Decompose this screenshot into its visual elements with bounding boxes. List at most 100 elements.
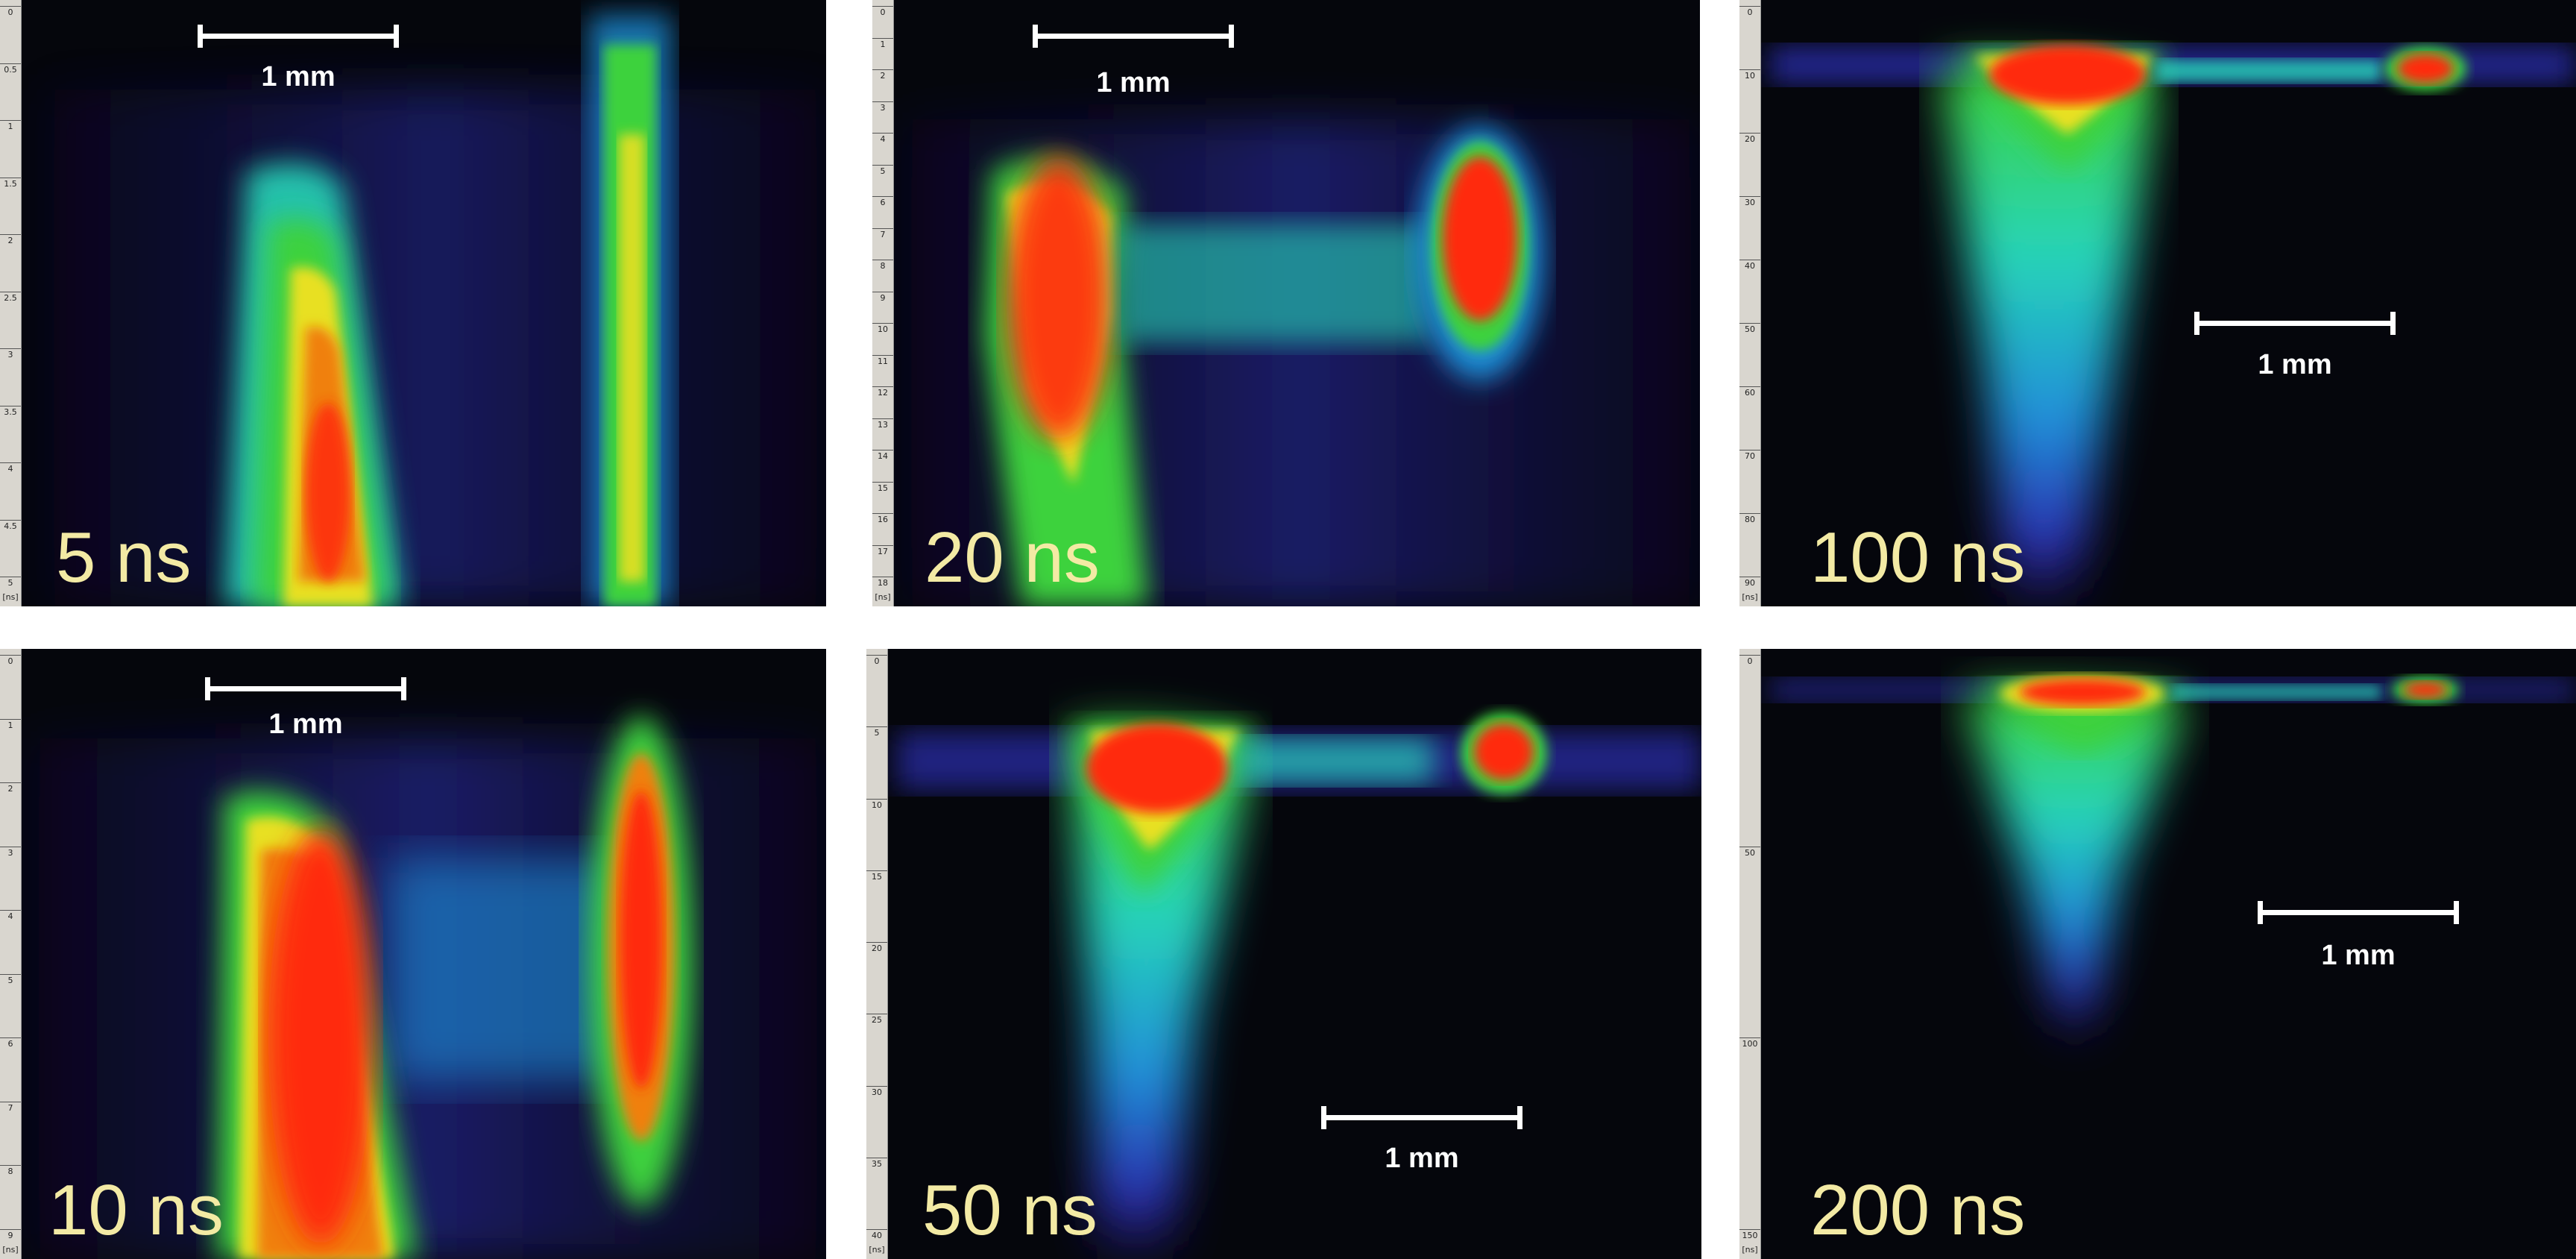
time-label: 5 ns [56, 518, 192, 597]
ruler-label: 70 [1745, 451, 1755, 461]
ruler-label: 8 [880, 261, 886, 271]
ruler-label: 4 [880, 134, 886, 144]
ruler-label: 0 [1747, 7, 1753, 17]
ruler-tick [0, 782, 21, 784]
ruler-label: 3 [7, 847, 13, 858]
ruler-label: 3 [7, 350, 13, 360]
ruler-tick [1739, 1037, 1760, 1039]
streak-image [902, 119, 1700, 606]
ruler-label: 2 [7, 784, 13, 794]
scalebar [1033, 25, 1234, 48]
ruler-label: 17 [878, 546, 888, 556]
scalebar [198, 25, 399, 48]
ruler-label: 11 [878, 356, 888, 366]
time-label: 20 ns [925, 518, 1100, 597]
scalebar-label: 1 mm [268, 709, 343, 740]
ruler-label: 50 [1745, 324, 1755, 334]
ruler-label: 30 [872, 1087, 882, 1097]
ruler-label: 2 [7, 236, 13, 245]
ruler-tick [866, 655, 887, 656]
ruler-label: 15 [878, 483, 888, 493]
ruler-label: 4.5 [4, 521, 17, 531]
ruler-label: 30 [1745, 198, 1755, 207]
time-ruler: 0 1 2 3 4 5 6 7 8 9 10 11 12 13 14 15 16 17 18 [ns] [872, 0, 894, 606]
ruler-tick [866, 1229, 887, 1230]
panel-5ns: 0 0.5 1 1.5 2 2.5 3 3.5 4 4.5 5 [ns] 1 mm 5 ns [0, 0, 826, 606]
ruler-label: 5 [880, 166, 886, 176]
time-ruler: 0 5 10 15 20 25 30 35 40 [ns] [866, 649, 888, 1259]
panel-100ns: 0 10 20 30 40 50 60 70 80 90 [ns] 1 mm 100 ns [1739, 0, 2576, 606]
ruler-label: 0 [874, 656, 880, 666]
ruler-label: 0 [7, 7, 13, 17]
ruler-tick [1739, 513, 1760, 514]
streak-image [45, 15, 826, 606]
ruler-label: 40 [872, 1231, 882, 1240]
ruler-label: 8 [7, 1167, 13, 1177]
scalebar-label: 1 mm [2258, 349, 2332, 380]
ruler-label: 150 [1742, 1231, 1758, 1240]
ruler-label: 16 [878, 515, 888, 524]
ruler-label: 100 [1742, 1039, 1758, 1049]
scalebar-label: 1 mm [261, 61, 336, 92]
streak-image [30, 716, 826, 1259]
ruler-unit: [ns] [869, 1245, 885, 1255]
time-label: 10 ns [48, 1170, 224, 1250]
ruler-tick [872, 386, 893, 387]
ruler-label: 7 [7, 1102, 13, 1113]
time-ruler: 0 0.5 1 1.5 2 2.5 3 3.5 4 4.5 5 [ns] [0, 0, 22, 606]
time-label: 100 ns [1810, 518, 2026, 597]
ruler-tick [0, 6, 21, 7]
time-label: 200 ns [1810, 1170, 2026, 1250]
ruler-label: 60 [1745, 388, 1755, 398]
ruler-label: 4 [7, 911, 13, 922]
ruler-label: 18 [878, 578, 888, 588]
ruler-tick [872, 354, 893, 356]
ruler-unit: [ns] [2, 1245, 19, 1255]
time-ruler: 0 10 20 30 40 50 60 70 80 90 [ns] [1739, 0, 1761, 606]
streak-image [896, 712, 1701, 1259]
ruler-tick [0, 234, 21, 235]
ruler-tick [1739, 196, 1760, 197]
ruler-unit: [ns] [2, 592, 19, 602]
ruler-tick [0, 519, 21, 521]
ruler-label: 1 [7, 720, 13, 730]
ruler-label: 0 [1747, 656, 1753, 666]
ruler-label: 2.5 [4, 292, 17, 303]
time-ruler: 0 1 2 3 4 5 6 7 8 9 [ns] [0, 649, 22, 1259]
ruler-tick [866, 798, 887, 800]
ruler-tick [872, 513, 893, 514]
ruler-label: 10 [878, 324, 888, 334]
panel-50ns: 0 5 10 15 20 25 30 35 40 [ns] 1 mm 50 ns [866, 649, 1701, 1259]
ruler-label: 14 [878, 451, 888, 461]
ruler-tick [872, 6, 893, 7]
ruler-tick [1739, 386, 1760, 387]
ruler-tick [866, 1085, 887, 1087]
ruler-label: 90 [1745, 578, 1755, 588]
scalebar-label: 1 mm [2321, 940, 2396, 971]
ruler-tick [872, 101, 893, 102]
ruler-label: 1 [7, 122, 13, 131]
ruler-label: 20 [872, 944, 882, 953]
ruler-label: 2 [880, 71, 886, 81]
panel-20ns: 0 1 2 3 4 5 6 7 8 9 10 11 12 13 14 15 16 17 18 [ns] 1 mm 20… [872, 0, 1700, 606]
ruler-label: 10 [872, 800, 882, 810]
ruler-label: 80 [1745, 515, 1755, 524]
scalebar [205, 677, 406, 700]
ruler-label: 0 [7, 656, 13, 666]
ruler-label: 3.5 [4, 406, 17, 417]
ruler-tick [872, 37, 893, 39]
ruler-label: 10 [1745, 71, 1755, 81]
ruler-unit: [ns] [875, 592, 891, 602]
ruler-tick [872, 164, 893, 166]
ruler-tick [0, 1037, 21, 1039]
ruler-label: 5 [7, 578, 13, 588]
ruler-tick [0, 63, 21, 64]
ruler-unit: [ns] [1742, 1245, 1758, 1255]
panel-10ns: 0 1 2 3 4 5 6 7 8 9 [ns] 1 mm 10 ns [0, 649, 826, 1259]
ruler-label: 1.5 [4, 178, 17, 189]
ruler-tick [872, 69, 893, 70]
streak-image [1769, 45, 2576, 606]
ruler-tick [1739, 69, 1760, 70]
ruler-tick [872, 133, 893, 134]
ruler-tick [0, 718, 21, 720]
